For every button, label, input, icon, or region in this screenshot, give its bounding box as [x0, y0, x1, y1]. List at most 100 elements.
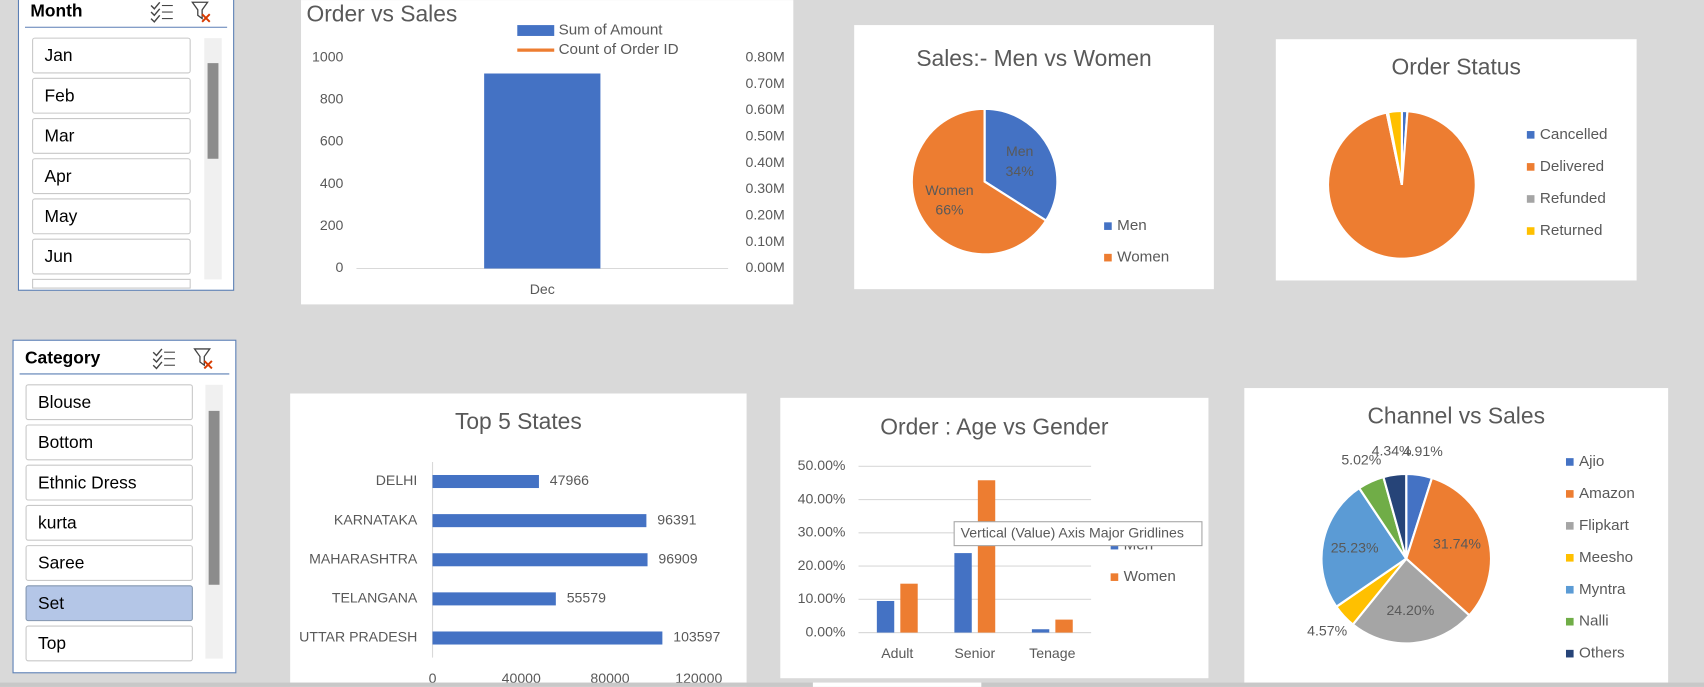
data-label: 103597: [673, 629, 720, 645]
bar: [977, 480, 996, 633]
data-label: 24.20%: [1386, 602, 1434, 618]
chart: Top 5 States 0 40000 80000 120000 DELHI 47966 K…: [290, 393, 747, 687]
y-tick-label: MAHARASHTRA: [309, 550, 418, 566]
data-label: 66%: [935, 201, 964, 217]
multi-select-icon[interactable]: [150, 8, 161, 17]
multi-select-icon[interactable]: [152, 355, 163, 364]
clear-filter-icon: [201, 13, 211, 23]
slicer-item[interactable]: [25, 545, 193, 581]
clear-filter-icon: [203, 360, 213, 370]
slicer: Month Jan Feb Mar Apr May Jun: [17, 0, 235, 291]
chart: Order vs Sales 0 200 400 600 800 1000 0.00M 0.10…: [301, 0, 794, 305]
legend-swatch: [1565, 585, 1574, 594]
legend-swatch: [1526, 195, 1535, 203]
y2-tick-label: 0.80M: [746, 48, 785, 64]
data-label: 96909: [658, 550, 697, 566]
slicer-item-label: Saree: [38, 553, 84, 573]
chart: Channel vs Sales 4.91% Ajio 31.74% Amazon 24.…: [1244, 388, 1669, 684]
slicer-item-label: Blouse: [38, 392, 91, 412]
slicer-item-label: Ethnic Dress: [38, 472, 137, 492]
slicer-item-label: Set: [38, 593, 64, 613]
bar: [432, 592, 556, 606]
legend-swatch: [1104, 253, 1112, 262]
bar: [432, 553, 648, 567]
y-tick-label: 600: [320, 133, 344, 149]
bar: [954, 553, 972, 633]
legend-label: Delivered: [1540, 158, 1604, 175]
slicer-item-label: May: [45, 206, 78, 226]
legend-swatch: [517, 25, 555, 36]
x-tick-label: 40000: [502, 670, 541, 686]
y-tick-label: 0: [336, 259, 344, 275]
y2-tick-label: 0.50M: [746, 127, 785, 143]
bar: [900, 583, 918, 633]
data-label: 4.57%: [1307, 622, 1347, 638]
legend-label: Women: [1124, 568, 1176, 585]
legend-swatch: [1110, 573, 1119, 581]
legend-swatch: [1565, 617, 1574, 626]
tooltip-box: [953, 521, 1203, 547]
bar: [1055, 619, 1073, 633]
multi-select-icon[interactable]: [150, 1, 161, 10]
legend-swatch: [1104, 222, 1112, 230]
legend-swatch: [1565, 458, 1574, 466]
slicer-item-label: Top: [38, 633, 66, 653]
slicer-item[interactable]: [32, 37, 191, 74]
slicer-item[interactable]: [25, 464, 193, 501]
scrollbar-thumb[interactable]: [207, 63, 219, 159]
multi-select-icon[interactable]: [152, 361, 163, 370]
data-label: 34%: [1006, 163, 1035, 179]
bar: [484, 73, 601, 269]
legend-swatch: [1526, 131, 1535, 139]
data-label: 4.34%: [1372, 443, 1412, 459]
slicer-item[interactable]: [25, 585, 193, 622]
data-label: 25.23%: [1331, 539, 1379, 555]
y-tick-label: KARNATAKA: [334, 511, 418, 527]
y-tick-label: 1000: [312, 48, 344, 64]
scrollbar-thumb[interactable]: [208, 410, 220, 585]
clear-filter-icon[interactable]: [193, 348, 212, 367]
multi-select-icon[interactable]: [150, 14, 161, 23]
legend-label: Refunded: [1540, 190, 1606, 207]
x-tick-label: 120000: [675, 670, 722, 686]
chart-title: Channel vs Sales: [1367, 402, 1545, 428]
y-tick-label: TELANGANA: [332, 590, 418, 606]
y2-tick-label: 0.10M: [746, 233, 785, 249]
sheet-tab[interactable]: [812, 682, 982, 687]
slicer-item[interactable]: [25, 424, 193, 461]
legend-label: Meesho: [1579, 549, 1633, 566]
slicer-item[interactable]: [25, 625, 193, 662]
slicer-item[interactable]: [32, 118, 191, 154]
y2-tick-label: 0.60M: [746, 101, 785, 117]
pie-slice: [1320, 486, 1408, 609]
slicer-item[interactable]: [25, 384, 193, 421]
bar: [432, 474, 539, 489]
legend-swatch: [1565, 522, 1574, 530]
slicer-item-label: Bottom: [38, 432, 93, 452]
slicer-item[interactable]: [32, 77, 191, 114]
slicer-title: Category: [25, 347, 101, 367]
y-tick-label: 10.00%: [798, 590, 846, 606]
pie-slice: [1351, 557, 1471, 645]
tooltip: Vertical (Value) Axis Major Gridlines: [953, 521, 1203, 547]
y2-tick-label: 0.30M: [746, 180, 785, 196]
clear-filter-icon[interactable]: [191, 1, 209, 20]
y-tick-label: 200: [320, 217, 344, 233]
legend-label: Others: [1579, 645, 1625, 662]
slicer-item[interactable]: [32, 198, 191, 235]
slicer-item-label: Mar: [45, 126, 75, 146]
data-label-category: Men: [1006, 143, 1033, 159]
legend-label: Count of Order ID: [559, 41, 679, 58]
legend-label: Men: [1117, 217, 1147, 234]
data-label: 55579: [567, 590, 606, 606]
data-label: 96391: [657, 511, 696, 527]
slicer-item-label: Apr: [45, 166, 72, 186]
multi-select-icon[interactable]: [152, 348, 163, 357]
slicer-item[interactable]: [32, 278, 191, 289]
chart-title: Order : Age vs Gender: [880, 413, 1109, 439]
data-label: 31.74%: [1433, 536, 1481, 552]
slicer-item[interactable]: [32, 238, 191, 275]
slicer-title: Month: [30, 1, 82, 21]
slicer-item[interactable]: [32, 158, 191, 195]
slicer-item[interactable]: [25, 504, 193, 541]
